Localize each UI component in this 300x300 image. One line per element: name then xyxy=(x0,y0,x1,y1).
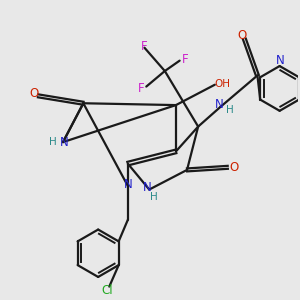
Text: H: H xyxy=(49,137,56,147)
Text: O: O xyxy=(237,29,246,42)
Text: F: F xyxy=(140,40,147,52)
Text: O: O xyxy=(30,87,39,100)
Text: N: N xyxy=(276,54,285,67)
Text: OH: OH xyxy=(214,79,230,89)
Text: F: F xyxy=(138,82,145,95)
Text: Cl: Cl xyxy=(102,284,113,297)
Text: H: H xyxy=(226,105,233,115)
Text: H: H xyxy=(150,192,158,202)
Text: F: F xyxy=(182,52,189,65)
Text: O: O xyxy=(229,161,238,174)
Text: N: N xyxy=(123,178,132,191)
Text: N: N xyxy=(143,182,152,194)
Text: N: N xyxy=(215,98,224,111)
Text: N: N xyxy=(60,136,69,148)
